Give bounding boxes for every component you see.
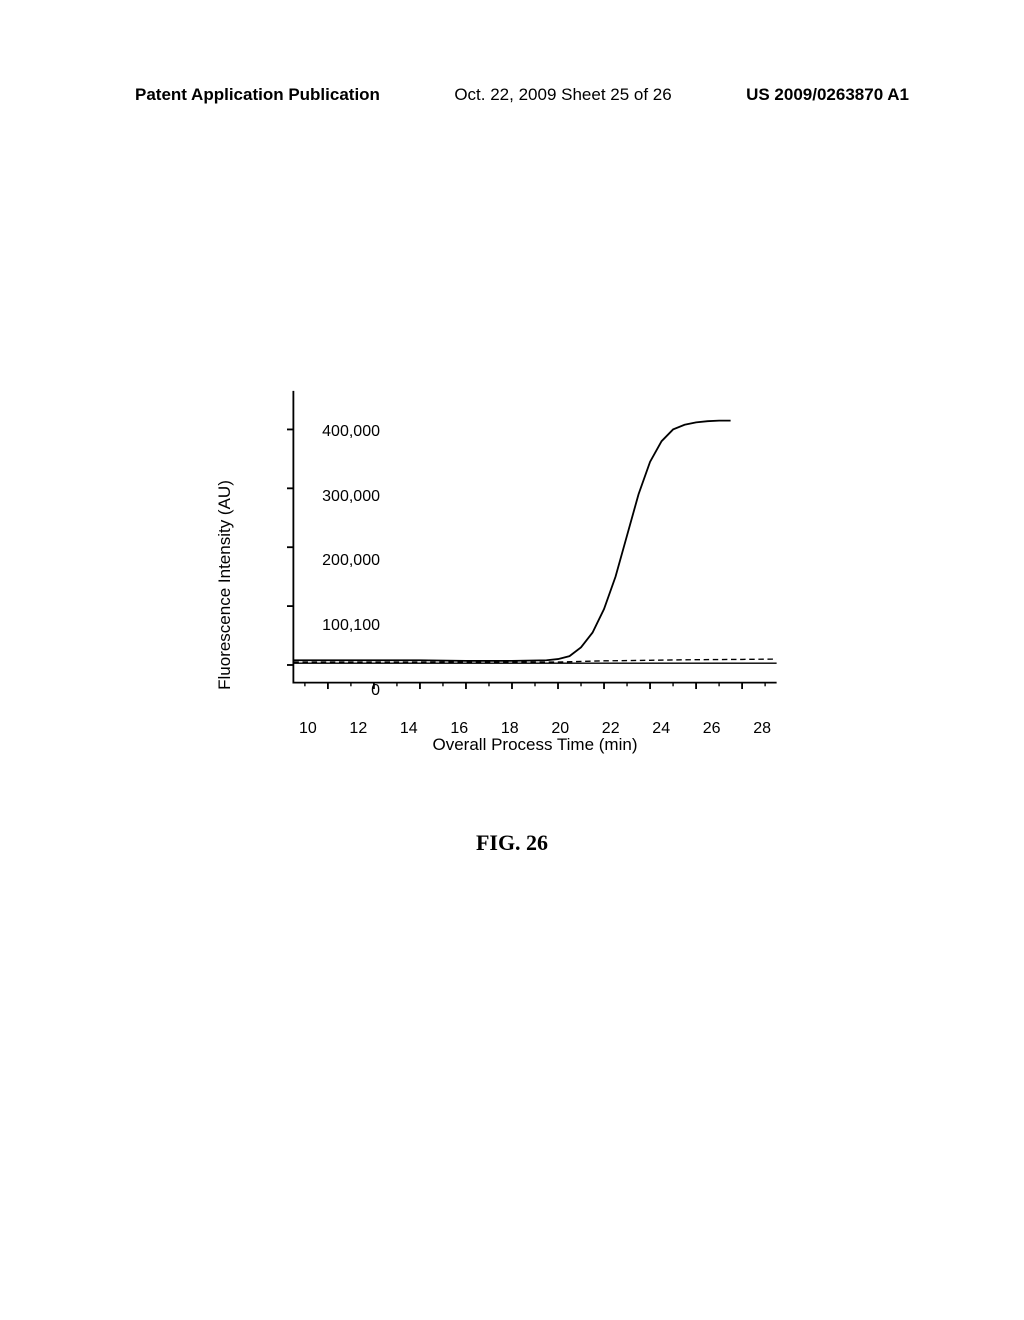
y-tick-label: 400,000: [322, 423, 380, 441]
figure-label: FIG. 26: [476, 830, 548, 856]
x-tick-label: 14: [400, 720, 418, 738]
x-tick-label: 26: [703, 720, 721, 738]
y-tick-label: 100,100: [322, 617, 380, 635]
x-tick-label: 24: [652, 720, 670, 738]
y-tick-label: 200,000: [322, 552, 380, 570]
header-patent-number: US 2009/0263870 A1: [746, 85, 909, 105]
y-tick-label: 300,000: [322, 488, 380, 506]
x-tick-label: 12: [349, 720, 367, 738]
fluorescence-chart: Fluorescence Intensity (AU) 0 100,100 200,…: [150, 400, 800, 770]
y-axis-label: Fluorescence Intensity (AU): [215, 480, 235, 690]
x-tick-label: 10: [299, 720, 317, 738]
header-publication: Patent Application Publication: [135, 85, 380, 105]
x-tick-label: 28: [753, 720, 771, 738]
y-tick-label: 0: [371, 682, 380, 700]
x-axis-label: Overall Process Time (min): [433, 735, 638, 755]
header-date-sheet: Oct. 22, 2009 Sheet 25 of 26: [454, 85, 671, 105]
